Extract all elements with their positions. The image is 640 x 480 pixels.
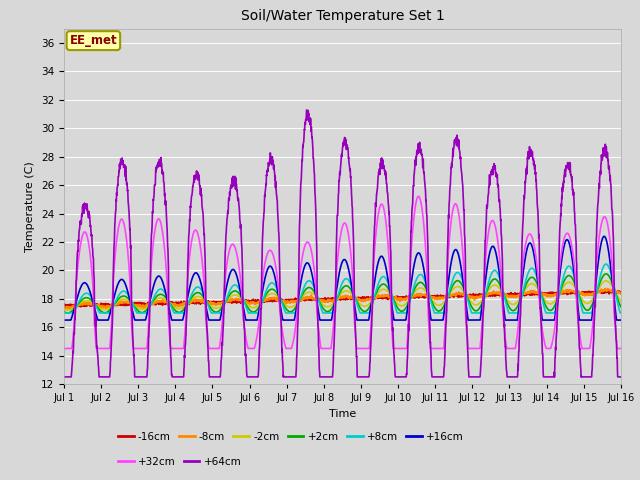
-8cm [568, 288, 575, 294]
+64cm [216, 374, 223, 380]
+32cm [216, 346, 223, 351]
Line: -8cm: -8cm [64, 288, 621, 309]
+16cm [600, 233, 608, 239]
-8cm [604, 286, 611, 291]
-8cm [359, 297, 367, 303]
-16cm [584, 290, 591, 296]
+64cm [303, 107, 310, 113]
+8cm [617, 310, 625, 316]
Line: -16cm: -16cm [64, 290, 621, 308]
+2cm [617, 304, 625, 310]
+8cm [358, 310, 366, 316]
-2cm [359, 303, 367, 309]
+2cm [359, 308, 367, 313]
-8cm [584, 292, 591, 298]
+2cm [64, 310, 72, 316]
Title: Soil/Water Temperature Set 1: Soil/Water Temperature Set 1 [241, 10, 444, 24]
-2cm [568, 281, 575, 287]
+16cm [583, 317, 591, 323]
+16cm [358, 317, 366, 323]
+64cm [617, 374, 625, 380]
-8cm [371, 295, 379, 301]
+16cm [617, 317, 625, 323]
-2cm [216, 304, 223, 310]
-16cm [60, 302, 68, 308]
+8cm [504, 308, 512, 314]
-2cm [584, 300, 591, 306]
-16cm [568, 290, 575, 296]
+16cm [216, 317, 223, 323]
+64cm [359, 374, 367, 380]
Legend: +32cm, +64cm: +32cm, +64cm [114, 453, 246, 471]
Line: -2cm: -2cm [64, 281, 621, 310]
+8cm [568, 266, 575, 272]
+2cm [568, 275, 575, 280]
+2cm [504, 303, 512, 309]
+64cm [60, 374, 68, 380]
-16cm [617, 290, 625, 296]
+2cm [371, 293, 379, 299]
-8cm [60, 305, 68, 311]
+2cm [60, 309, 68, 314]
-8cm [216, 300, 223, 306]
+8cm [583, 310, 591, 316]
Line: +16cm: +16cm [64, 236, 621, 320]
+32cm [415, 193, 422, 199]
+2cm [602, 271, 610, 277]
Y-axis label: Temperature (C): Temperature (C) [26, 161, 35, 252]
+16cm [568, 252, 575, 257]
+64cm [568, 178, 575, 184]
+32cm [617, 346, 625, 351]
-16cm [359, 294, 367, 300]
+8cm [60, 310, 68, 316]
-16cm [504, 292, 512, 298]
-16cm [591, 288, 599, 293]
-2cm [60, 306, 68, 312]
+8cm [216, 310, 223, 316]
+64cm [504, 374, 512, 380]
Line: +64cm: +64cm [64, 110, 621, 377]
Text: EE_met: EE_met [70, 34, 117, 47]
+2cm [216, 308, 223, 313]
Line: +32cm: +32cm [64, 196, 621, 348]
+2cm [584, 307, 591, 313]
+8cm [371, 293, 378, 299]
+32cm [358, 346, 366, 351]
+64cm [371, 222, 379, 228]
+32cm [568, 243, 575, 249]
-8cm [504, 293, 512, 299]
-2cm [617, 298, 625, 304]
+16cm [371, 279, 378, 285]
-2cm [64, 307, 72, 313]
+32cm [60, 346, 68, 351]
-8cm [65, 306, 73, 312]
-16cm [371, 296, 379, 301]
+64cm [584, 374, 591, 380]
+16cm [60, 317, 68, 323]
+32cm [371, 247, 378, 253]
Line: +8cm: +8cm [64, 264, 621, 313]
+16cm [504, 317, 512, 323]
-2cm [602, 278, 610, 284]
Line: +2cm: +2cm [64, 274, 621, 313]
-2cm [371, 294, 379, 300]
-2cm [504, 299, 512, 304]
-16cm [216, 299, 223, 305]
+32cm [584, 346, 591, 351]
-16cm [65, 305, 73, 311]
X-axis label: Time: Time [329, 408, 356, 419]
-8cm [617, 290, 625, 296]
+32cm [504, 346, 512, 351]
+8cm [602, 261, 610, 267]
